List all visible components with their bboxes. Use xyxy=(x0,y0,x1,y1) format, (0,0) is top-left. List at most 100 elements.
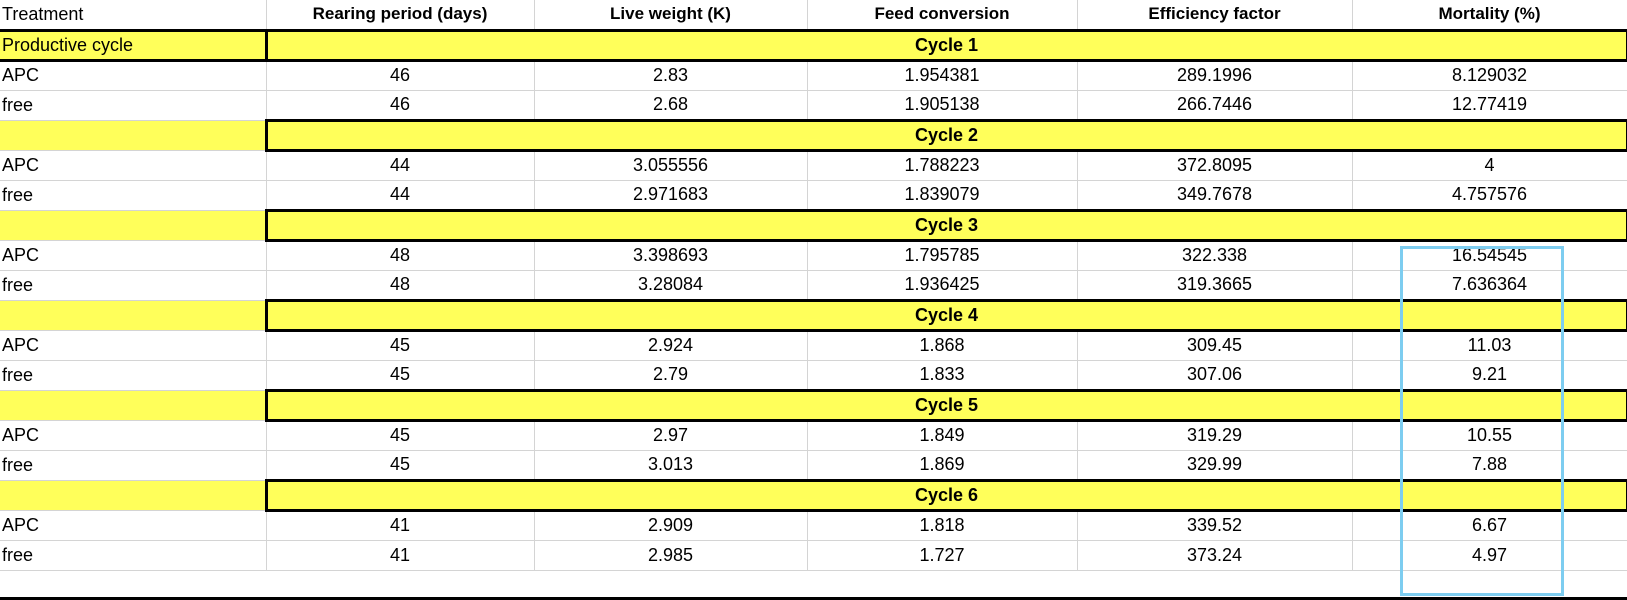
cycle-title-cell[interactable]: Cycle 2 xyxy=(266,118,1627,152)
treatment-cell[interactable]: APC xyxy=(0,60,267,91)
feed-conversion-cell[interactable]: 1.818 xyxy=(807,510,1078,541)
live-weight-cell[interactable]: 2.985 xyxy=(534,540,808,571)
table-body: Productive cycle Cycle 1 APC 46 2.83 1.954381… xyxy=(0,28,1627,571)
data-table: Treatment Rearing period (days) Live wei… xyxy=(0,0,1627,571)
header-row: Treatment Rearing period (days) Live wei… xyxy=(0,0,1627,31)
header-feed-conversion[interactable]: Feed conversion xyxy=(807,0,1078,31)
live-weight-cell[interactable]: 2.909 xyxy=(534,510,808,541)
live-weight-cell[interactable]: 3.055556 xyxy=(534,150,808,181)
mortality-cell[interactable]: 12.77419 xyxy=(1352,90,1627,121)
live-weight-cell[interactable]: 3.398693 xyxy=(534,240,808,271)
live-weight-cell[interactable]: 2.924 xyxy=(534,330,808,361)
mortality-cell[interactable]: 7.88 xyxy=(1352,450,1627,481)
efficiency-factor-cell[interactable]: 307.06 xyxy=(1077,360,1353,391)
cycle-title-cell[interactable]: Cycle 1 xyxy=(266,28,1627,62)
cycle-label-cell[interactable] xyxy=(0,209,268,241)
header-treatment[interactable]: Treatment xyxy=(0,0,267,31)
feed-conversion-cell[interactable]: 1.869 xyxy=(807,450,1078,481)
mortality-cell[interactable]: 11.03 xyxy=(1352,330,1627,361)
feed-conversion-cell[interactable]: 1.868 xyxy=(807,330,1078,361)
live-weight-cell[interactable]: 2.68 xyxy=(534,90,808,121)
rearing-period-cell[interactable]: 45 xyxy=(266,330,535,361)
live-weight-cell[interactable]: 3.28084 xyxy=(534,270,808,301)
treatment-cell[interactable]: APC xyxy=(0,420,267,451)
feed-conversion-cell[interactable]: 1.954381 xyxy=(807,60,1078,91)
rearing-period-cell[interactable]: 45 xyxy=(266,360,535,391)
header-live-weight[interactable]: Live weight (K) xyxy=(534,0,808,31)
rearing-period-cell[interactable]: 44 xyxy=(266,180,535,211)
cycle-label-cell[interactable] xyxy=(0,299,268,331)
treatment-cell[interactable]: free xyxy=(0,90,267,121)
live-weight-cell[interactable]: 2.97 xyxy=(534,420,808,451)
live-weight-cell[interactable]: 2.971683 xyxy=(534,180,808,211)
feed-conversion-cell[interactable]: 1.727 xyxy=(807,540,1078,571)
rearing-period-cell[interactable]: 41 xyxy=(266,540,535,571)
efficiency-factor-cell[interactable]: 289.1996 xyxy=(1077,60,1353,91)
efficiency-factor-cell[interactable]: 349.7678 xyxy=(1077,180,1353,211)
header-mortality[interactable]: Mortality (%) xyxy=(1352,0,1627,31)
live-weight-cell[interactable]: 2.83 xyxy=(534,60,808,91)
rearing-period-cell[interactable]: 41 xyxy=(266,510,535,541)
cycle-header-row: Cycle 4 xyxy=(0,298,1627,332)
mortality-cell[interactable]: 9.21 xyxy=(1352,360,1627,391)
efficiency-factor-cell[interactable]: 322.338 xyxy=(1077,240,1353,271)
cycle-header-row: Cycle 3 xyxy=(0,208,1627,242)
efficiency-factor-cell[interactable]: 309.45 xyxy=(1077,330,1353,361)
efficiency-factor-cell[interactable]: 266.7446 xyxy=(1077,90,1353,121)
cycle-label-cell[interactable] xyxy=(0,479,268,511)
live-weight-cell[interactable]: 3.013 xyxy=(534,450,808,481)
cycle-title-cell[interactable]: Cycle 3 xyxy=(266,208,1627,242)
mortality-cell[interactable]: 6.67 xyxy=(1352,510,1627,541)
table-row: APC 46 2.83 1.954381 289.1996 8.129032 xyxy=(0,60,1627,91)
feed-conversion-cell[interactable]: 1.795785 xyxy=(807,240,1078,271)
rearing-period-cell[interactable]: 44 xyxy=(266,150,535,181)
cycle-title-cell[interactable]: Cycle 6 xyxy=(266,478,1627,512)
feed-conversion-cell[interactable]: 1.833 xyxy=(807,360,1078,391)
live-weight-cell[interactable]: 2.79 xyxy=(534,360,808,391)
cycle-label-cell[interactable] xyxy=(0,119,268,151)
efficiency-factor-cell[interactable]: 339.52 xyxy=(1077,510,1353,541)
treatment-cell[interactable]: free xyxy=(0,360,267,391)
cycle-title-cell[interactable]: Cycle 4 xyxy=(266,298,1627,332)
treatment-cell[interactable]: APC xyxy=(0,150,267,181)
efficiency-factor-cell[interactable]: 319.29 xyxy=(1077,420,1353,451)
table-row: APC 45 2.97 1.849 319.29 10.55 xyxy=(0,420,1627,451)
efficiency-factor-cell[interactable]: 373.24 xyxy=(1077,540,1353,571)
mortality-cell[interactable]: 10.55 xyxy=(1352,420,1627,451)
feed-conversion-cell[interactable]: 1.839079 xyxy=(807,180,1078,211)
mortality-cell[interactable]: 16.54545 xyxy=(1352,240,1627,271)
efficiency-factor-cell[interactable]: 319.3665 xyxy=(1077,270,1353,301)
feed-conversion-cell[interactable]: 1.849 xyxy=(807,420,1078,451)
table-bottom-border xyxy=(0,597,1627,600)
mortality-cell[interactable]: 7.636364 xyxy=(1352,270,1627,301)
treatment-cell[interactable]: free xyxy=(0,540,267,571)
rearing-period-cell[interactable]: 48 xyxy=(266,240,535,271)
treatment-cell[interactable]: APC xyxy=(0,240,267,271)
treatment-cell[interactable]: APC xyxy=(0,510,267,541)
feed-conversion-cell[interactable]: 1.788223 xyxy=(807,150,1078,181)
mortality-cell[interactable]: 4.757576 xyxy=(1352,180,1627,211)
efficiency-factor-cell[interactable]: 372.8095 xyxy=(1077,150,1353,181)
feed-conversion-cell[interactable]: 1.936425 xyxy=(807,270,1078,301)
header-rearing-period[interactable]: Rearing period (days) xyxy=(266,0,535,31)
rearing-period-cell[interactable]: 46 xyxy=(266,90,535,121)
treatment-cell[interactable]: free xyxy=(0,450,267,481)
treatment-cell[interactable]: free xyxy=(0,270,267,301)
rearing-period-cell[interactable]: 45 xyxy=(266,450,535,481)
feed-conversion-cell[interactable]: 1.905138 xyxy=(807,90,1078,121)
rearing-period-cell[interactable]: 48 xyxy=(266,270,535,301)
mortality-cell[interactable]: 4.97 xyxy=(1352,540,1627,571)
table-row: free 46 2.68 1.905138 266.7446 12.77419 xyxy=(0,90,1627,121)
cycle-title-cell[interactable]: Cycle 5 xyxy=(266,388,1627,422)
efficiency-factor-cell[interactable]: 329.99 xyxy=(1077,450,1353,481)
rearing-period-cell[interactable]: 46 xyxy=(266,60,535,91)
rearing-period-cell[interactable]: 45 xyxy=(266,420,535,451)
cycle-label-cell[interactable] xyxy=(0,389,268,421)
mortality-cell[interactable]: 4 xyxy=(1352,150,1627,181)
header-efficiency-factor[interactable]: Efficiency factor xyxy=(1077,0,1353,31)
treatment-cell[interactable]: APC xyxy=(0,330,267,361)
cycle-label-cell[interactable]: Productive cycle xyxy=(0,28,268,62)
mortality-cell[interactable]: 8.129032 xyxy=(1352,60,1627,91)
treatment-cell[interactable]: free xyxy=(0,180,267,211)
